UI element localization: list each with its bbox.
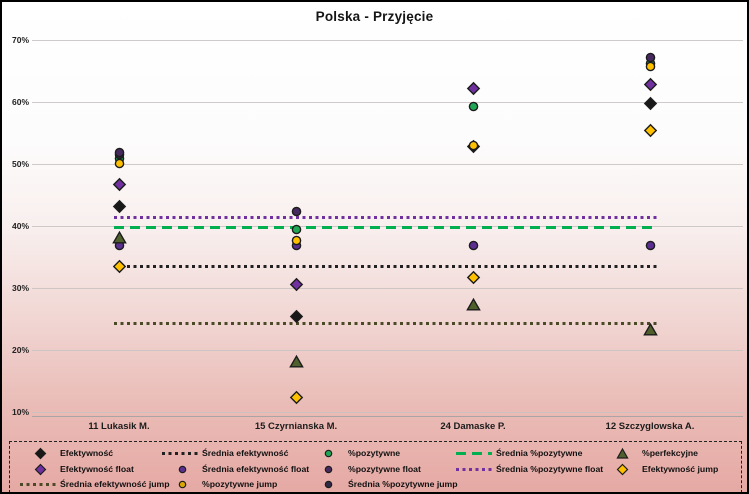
- gridline: [32, 102, 743, 103]
- legend-item-label: Średnia efektywność jump: [60, 479, 170, 489]
- data-point-marker: [289, 309, 304, 324]
- gridline: [32, 40, 743, 41]
- y-axis-tick-label: 40%: [11, 221, 29, 231]
- legend-triangle-marker: [616, 447, 629, 465]
- gridline: [32, 164, 743, 165]
- legend-circle-marker: [322, 478, 335, 492]
- legend-circle-marker: [176, 478, 189, 492]
- average-line-dotted: [114, 321, 657, 325]
- average-line-dashed: [114, 226, 657, 230]
- x-axis-category-label: 15 Czyrnianska M.: [254, 421, 338, 432]
- data-point-marker: [112, 145, 127, 160]
- y-axis-tick-label: 30%: [11, 283, 29, 293]
- gridline: [32, 350, 743, 351]
- data-point-marker: [643, 238, 658, 253]
- x-axis-category-label: 24 Damaske P.: [440, 421, 506, 432]
- data-point-marker: [466, 270, 481, 285]
- data-point-marker: [288, 354, 304, 369]
- legend-circle-marker: [322, 447, 335, 465]
- legend-item-label: Efektywność: [60, 448, 114, 458]
- data-point-marker: [289, 277, 304, 292]
- x-axis-line: [32, 416, 743, 417]
- data-point-marker: [465, 297, 481, 312]
- data-point-marker: [643, 59, 658, 74]
- y-axis-tick-label: 60%: [11, 97, 29, 107]
- x-axis-category-label: 11 Lukasik M.: [88, 421, 150, 432]
- data-point-marker: [466, 99, 481, 114]
- data-point-marker: [642, 322, 658, 337]
- data-point-marker: [111, 230, 127, 245]
- average-line-dotted: [114, 264, 657, 268]
- legend-item-label: Średnia efektywność float: [202, 463, 310, 474]
- legend-item-label: %pozytywne float: [348, 463, 421, 474]
- legend-item-label: Średnia %pozytywne: [496, 448, 583, 458]
- average-line-dotted: [114, 215, 657, 219]
- x-axis-category-label: 12 Szczyglowska A.: [605, 421, 695, 432]
- y-axis-tick-label: 50%: [11, 159, 29, 169]
- legend-item-label: Efektywność float: [60, 463, 134, 474]
- legend-diamond-marker: [616, 463, 629, 481]
- y-axis-tick-label: 20%: [11, 345, 29, 355]
- data-point-marker: [112, 156, 127, 171]
- data-point-marker: [643, 96, 658, 111]
- legend-item-label: %perfekcyjne: [642, 448, 699, 458]
- legend-dotted-line-marker: [162, 452, 198, 455]
- y-axis-tick-label: 70%: [11, 35, 29, 45]
- data-point-marker: [289, 390, 304, 405]
- legend-item-label: %pozytywne jump: [202, 479, 278, 489]
- gridline: [32, 412, 743, 413]
- legend-item-label: Średnia efektywność: [202, 448, 289, 458]
- legend-diamond-marker: [34, 463, 47, 481]
- data-point-marker: [112, 177, 127, 192]
- data-point-marker: [643, 123, 658, 138]
- data-point-marker: [112, 199, 127, 214]
- data-point-marker: [466, 238, 481, 253]
- gridline: [32, 288, 743, 289]
- data-point-marker: [289, 233, 304, 248]
- legend-dotted-line-marker: [456, 467, 492, 471]
- data-point-marker: [643, 77, 658, 92]
- legend-dotted-line-marker: [20, 483, 56, 486]
- data-point-marker: [466, 138, 481, 153]
- chart-legend: Efektywność Efektywność float Średnia efek…: [9, 441, 742, 492]
- data-point-marker: [289, 204, 304, 219]
- legend-item-label: Średnia %pozytywne float: [496, 463, 604, 474]
- legend-item-label: %pozytywne: [348, 448, 401, 458]
- chart-title: Polska - Przyjęcie: [315, 9, 434, 24]
- legend-diamond-marker: [34, 447, 47, 465]
- legend-item-label: Efektywność jump: [642, 463, 719, 474]
- legend-dashed-line-marker: [456, 452, 492, 455]
- data-point-marker: [289, 222, 304, 237]
- legend-item-label: Średnia %pozytywne jump: [348, 479, 458, 489]
- legend-circle-marker: [176, 463, 189, 481]
- y-axis-tick-label: 10%: [11, 407, 29, 417]
- data-point-marker: [466, 81, 481, 96]
- data-point-marker: [112, 259, 127, 274]
- legend-circle-marker: [322, 463, 335, 481]
